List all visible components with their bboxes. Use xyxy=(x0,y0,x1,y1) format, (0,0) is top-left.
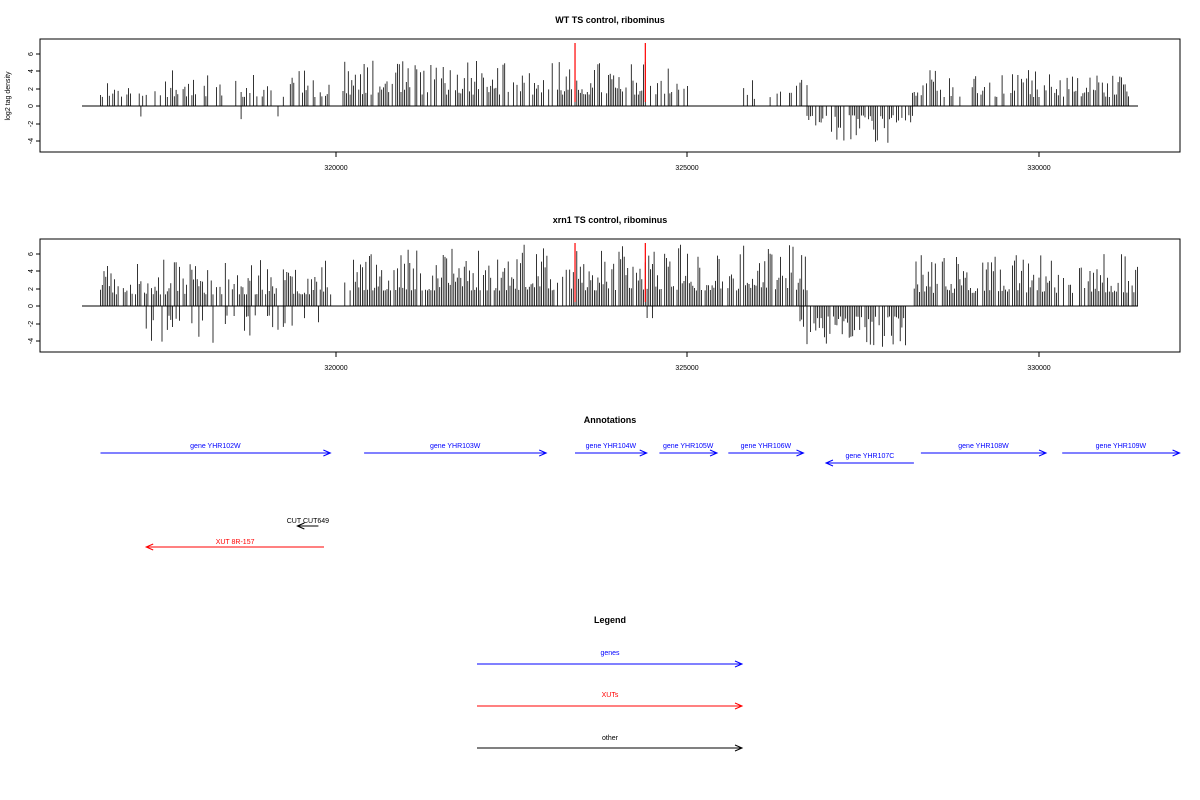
gene-feature-label: gene YHR106W xyxy=(741,443,792,450)
x-tick-label: 325000 xyxy=(675,365,698,372)
gene-feature-label: gene YHR102W xyxy=(190,443,241,450)
y-axis: 6 4 2 0 -2 -4 xyxy=(28,52,40,144)
arrowhead-icon xyxy=(796,449,805,457)
arrowhead-icon xyxy=(323,449,332,457)
plot-frame xyxy=(39,238,1181,353)
plot-frame xyxy=(39,38,1181,153)
y-tick-label: -2 xyxy=(28,321,35,327)
legend-label-xuts: XUTs xyxy=(602,692,619,699)
y-axis-label: log2 tag density xyxy=(5,71,12,121)
x-tick-label: 325000 xyxy=(675,165,698,172)
cut-feature-label: CUT CUT649 xyxy=(287,518,329,525)
xrn1-track-panel: xrn1 TS control, ribominus 6 4 2 0 -2 -4… xyxy=(28,215,1181,372)
y-axis: 6 4 2 0 -2 -4 xyxy=(28,252,40,344)
panel-title: WT TS control, ribominus xyxy=(555,15,665,25)
arrowhead-icon xyxy=(144,543,154,551)
legend-title: Legend xyxy=(594,615,626,625)
arrowhead-icon xyxy=(1038,449,1048,457)
gene-feature-label: gene YHR103W xyxy=(430,443,481,450)
y-tick-label: 6 xyxy=(28,252,35,256)
panel-title: xrn1 TS control, ribominus xyxy=(553,215,668,225)
gene-feature-label: gene YHR108W xyxy=(958,443,1009,450)
annotations-panel: Annotations gene YHR102W gene YHR103W gene… xyxy=(100,415,1181,551)
arrowhead-icon xyxy=(734,744,744,752)
gene-feature-label: gene YHR105W xyxy=(663,443,714,450)
y-tick-label: 4 xyxy=(28,69,35,73)
wt-track-panel: WT TS control, ribominus log2 tag densit… xyxy=(5,15,1181,172)
annotation-features: gene YHR102W gene YHR103W gene YHR104W gene… xyxy=(100,443,1181,551)
gene-feature-label: gene YHR109W xyxy=(1096,443,1147,450)
density-bars xyxy=(100,243,1138,347)
xut-feature-label: XUT 8R-157 xyxy=(216,539,255,546)
arrowhead-icon xyxy=(734,702,744,710)
gene-feature-label: gene YHR104W xyxy=(586,443,637,450)
annotations-title: Annotations xyxy=(584,415,637,425)
y-tick-label: 2 xyxy=(28,287,35,291)
y-tick-label: -4 xyxy=(28,138,35,144)
y-tick-label: -2 xyxy=(28,121,35,127)
x-axis: 320000 325000 330000 xyxy=(324,352,1051,372)
y-tick-label: 0 xyxy=(28,104,35,108)
arrowhead-icon xyxy=(296,522,305,530)
y-tick-label: 2 xyxy=(28,87,35,91)
x-axis: 320000 325000 330000 xyxy=(324,152,1051,172)
x-tick-label: 330000 xyxy=(1027,365,1050,372)
x-tick-label: 320000 xyxy=(324,165,347,172)
arrowhead-icon xyxy=(734,660,744,668)
legend-label-genes: genes xyxy=(600,650,620,657)
x-tick-label: 320000 xyxy=(324,365,347,372)
legend: Legend genes XUTs other xyxy=(477,615,744,752)
gene-feature-label: gene YHR107C xyxy=(845,453,894,460)
x-tick-label: 330000 xyxy=(1027,165,1050,172)
arrowhead-icon xyxy=(639,449,648,457)
arrowhead-icon xyxy=(824,459,834,467)
arrowhead-icon xyxy=(1172,449,1181,457)
density-bars xyxy=(100,43,1129,143)
y-tick-label: 0 xyxy=(28,304,35,308)
y-tick-label: 4 xyxy=(28,269,35,273)
arrowhead-icon xyxy=(539,449,548,457)
y-tick-label: 6 xyxy=(28,52,35,56)
y-tick-label: -4 xyxy=(28,338,35,344)
legend-label-other: other xyxy=(602,735,619,742)
arrowhead-icon xyxy=(709,449,719,457)
